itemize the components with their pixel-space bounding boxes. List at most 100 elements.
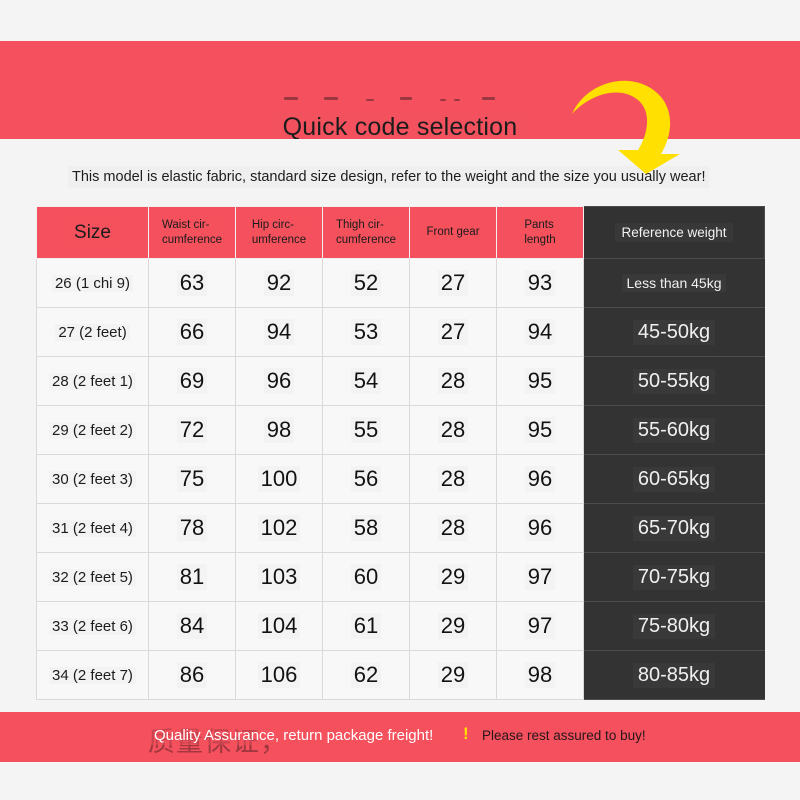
ghost-glyphs-top: [278, 97, 528, 105]
cell-thigh-text: 60: [350, 564, 382, 590]
page-title: Quick code selection: [0, 110, 800, 139]
cell-waist: 75: [148, 454, 236, 504]
cell-waist-text: 63: [176, 270, 208, 296]
cell-reference-weight-text: 50-55kg: [632, 368, 716, 394]
cell-pants-length-text: 93: [524, 270, 556, 296]
cell-reference-weight: Less than 45kg: [583, 258, 765, 308]
cell-pants-length: 96: [496, 503, 584, 553]
cell-thigh: 55: [322, 405, 410, 455]
cell-pants-length: 94: [496, 307, 584, 357]
cell-front-gear-text: 27: [437, 319, 469, 345]
column-header-thigh-label: Thigh cir- cumference: [332, 217, 400, 248]
cell-size-text: 27 (2 feet): [55, 323, 130, 341]
footer-exclamation: !: [463, 724, 469, 743]
cell-pants-length-text: 95: [524, 417, 556, 443]
header-title-area: Quick code selection: [0, 41, 800, 139]
cell-hip-text: 92: [263, 270, 295, 296]
cell-front-gear: 29: [409, 601, 497, 651]
column-header-front-gear-label: Front gear: [423, 224, 483, 241]
column-header-waist: Waist cir- cumference: [148, 206, 236, 259]
cell-front-gear-text: 29: [437, 564, 469, 590]
cell-pants-length-text: 95: [524, 368, 556, 394]
cell-size: 26 (1 chi 9): [36, 258, 149, 308]
cell-front-gear: 29: [409, 650, 497, 700]
cell-hip-text: 98: [263, 417, 295, 443]
cell-thigh-text: 58: [350, 515, 382, 541]
cell-size: 29 (2 feet 2): [36, 405, 149, 455]
page-title-text: Quick code selection: [272, 110, 528, 139]
notice-bar: This model is elastic fabric, standard s…: [0, 160, 800, 196]
cell-hip-text: 106: [257, 662, 301, 688]
table-row: 33 (2 feet 6) 84 104 61 29 97 75-80kg: [36, 601, 765, 651]
table-row: 26 (1 chi 9) 63 92 52 27 93 Less than 45…: [36, 258, 765, 308]
footer-banner: 质量保证， Quality Assurance, return package …: [0, 712, 800, 762]
column-header-thigh: Thigh cir- cumference: [322, 206, 410, 259]
cell-front-gear: 28: [409, 405, 497, 455]
cell-pants-length: 97: [496, 601, 584, 651]
cell-hip: 92: [235, 258, 323, 308]
notice-text: This model is elastic fabric, standard s…: [68, 166, 710, 188]
cell-pants-length: 98: [496, 650, 584, 700]
cell-size-text: 30 (2 feet 3): [49, 470, 136, 488]
cell-waist-text: 66: [176, 319, 208, 345]
cell-pants-length: 96: [496, 454, 584, 504]
cell-waist-text: 81: [176, 564, 208, 590]
cell-hip: 98: [235, 405, 323, 455]
table-row: 32 (2 feet 5) 81 103 60 29 97 70-75kg: [36, 552, 765, 602]
cell-hip: 106: [235, 650, 323, 700]
cell-size: 27 (2 feet): [36, 307, 149, 357]
header-banner: Quick code selection: [0, 41, 800, 139]
cell-reference-weight: 65-70kg: [583, 503, 765, 553]
cell-size: 34 (2 feet 7): [36, 650, 149, 700]
cell-waist: 78: [148, 503, 236, 553]
cell-front-gear-text: 28: [437, 417, 469, 443]
cell-size: 30 (2 feet 3): [36, 454, 149, 504]
cell-waist-text: 72: [176, 417, 208, 443]
cell-pants-length-text: 97: [524, 613, 556, 639]
column-header-pants-length-label: Pants length: [521, 217, 559, 248]
cell-thigh-text: 53: [350, 319, 382, 345]
cell-reference-weight-text: 45-50kg: [632, 319, 716, 345]
cell-thigh-text: 55: [350, 417, 382, 443]
cell-thigh: 56: [322, 454, 410, 504]
table-row: 34 (2 feet 7) 86 106 62 29 98 80-85kg: [36, 650, 765, 700]
cell-thigh-text: 54: [350, 368, 382, 394]
cell-reference-weight: 70-75kg: [583, 552, 765, 602]
footer-main-text: Quality Assurance, return package freigh…: [150, 726, 438, 745]
table-row: 31 (2 feet 4) 78 102 58 28 96 65-70kg: [36, 503, 765, 553]
cell-front-gear: 27: [409, 307, 497, 357]
cell-front-gear-text: 28: [437, 515, 469, 541]
cell-reference-weight: 60-65kg: [583, 454, 765, 504]
cell-reference-weight: 55-60kg: [583, 405, 765, 455]
cell-thigh: 52: [322, 258, 410, 308]
cell-pants-length: 95: [496, 356, 584, 406]
column-header-reference-weight: Reference weight: [583, 206, 765, 259]
curved-down-right-arrow-icon: [572, 80, 680, 174]
cell-hip-text: 96: [263, 368, 295, 394]
cell-size: 33 (2 feet 6): [36, 601, 149, 651]
cell-front-gear-text: 28: [437, 466, 469, 492]
cell-size-text: 34 (2 feet 7): [49, 666, 136, 684]
cell-pants-length: 95: [496, 405, 584, 455]
cell-reference-weight-text: 75-80kg: [632, 613, 716, 639]
cell-pants-length-text: 98: [524, 662, 556, 688]
cell-thigh: 58: [322, 503, 410, 553]
cell-hip: 104: [235, 601, 323, 651]
cell-reference-weight-text: 55-60kg: [632, 417, 716, 443]
table-header-row: Size Waist cir- cumference Hip circ- umf…: [36, 206, 765, 259]
cell-size-text: 31 (2 feet 4): [49, 519, 136, 537]
cell-thigh: 60: [322, 552, 410, 602]
cell-thigh-text: 56: [350, 466, 382, 492]
cell-front-gear: 28: [409, 356, 497, 406]
cell-front-gear: 28: [409, 503, 497, 553]
table-row: 30 (2 feet 3) 75 100 56 28 96 60-65kg: [36, 454, 765, 504]
cell-front-gear: 29: [409, 552, 497, 602]
cell-waist: 69: [148, 356, 236, 406]
footer-ghost-text: 质量保证，: [148, 727, 288, 757]
cell-reference-weight-text: 80-85kg: [632, 662, 716, 688]
cell-reference-weight-text: 60-65kg: [632, 466, 716, 492]
table-row: 29 (2 feet 2) 72 98 55 28 95 55-60kg: [36, 405, 765, 455]
cell-reference-weight: 75-80kg: [583, 601, 765, 651]
cell-front-gear-text: 27: [437, 270, 469, 296]
cell-thigh-text: 62: [350, 662, 382, 688]
